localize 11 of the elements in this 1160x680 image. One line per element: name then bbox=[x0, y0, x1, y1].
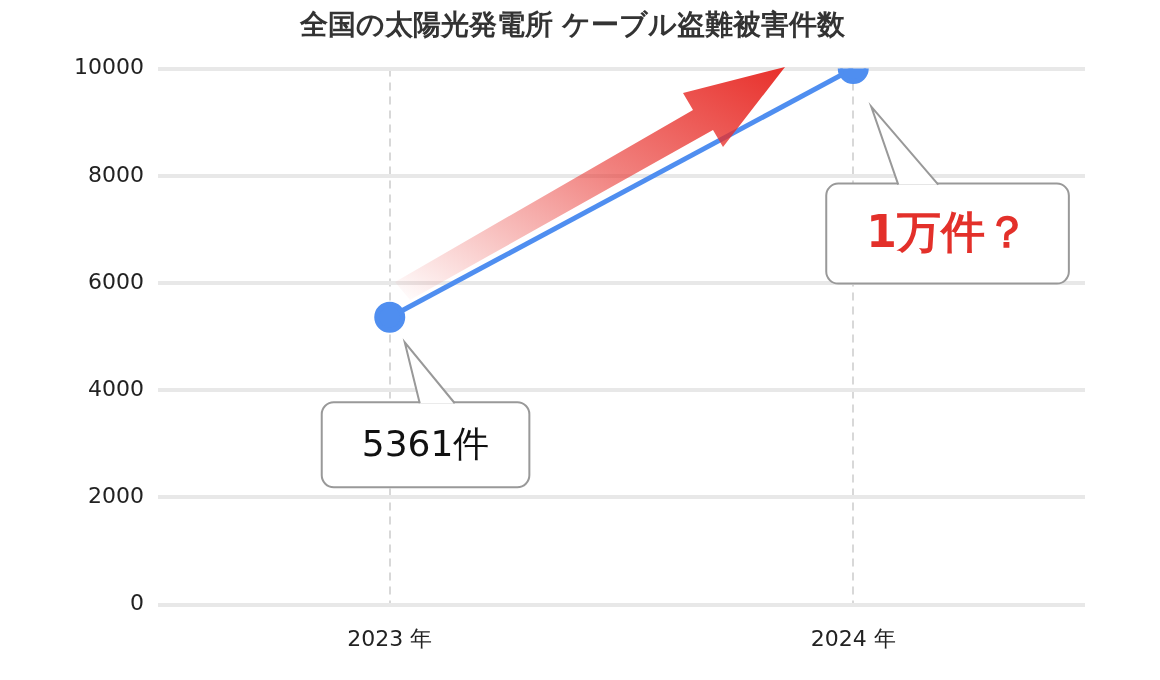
x-tick-label: 2023 年 bbox=[347, 625, 433, 651]
y-tick-label: 10000 bbox=[73, 54, 144, 80]
y-tick-label: 2000 bbox=[87, 483, 144, 509]
y-tick-label: 0 bbox=[129, 590, 144, 616]
annotation: 5361件 bbox=[361, 423, 490, 465]
y-tick-label: 6000 bbox=[87, 268, 144, 294]
chart-title: 全国の太陽光発電所 ケーブル盗難被害件数 bbox=[298, 8, 847, 42]
y-tick-label: 4000 bbox=[87, 375, 144, 401]
x-tick-label: 2024 年 bbox=[810, 625, 896, 651]
y-tick-label: 8000 bbox=[87, 161, 144, 187]
annotation: 1万件？ bbox=[866, 206, 1029, 258]
